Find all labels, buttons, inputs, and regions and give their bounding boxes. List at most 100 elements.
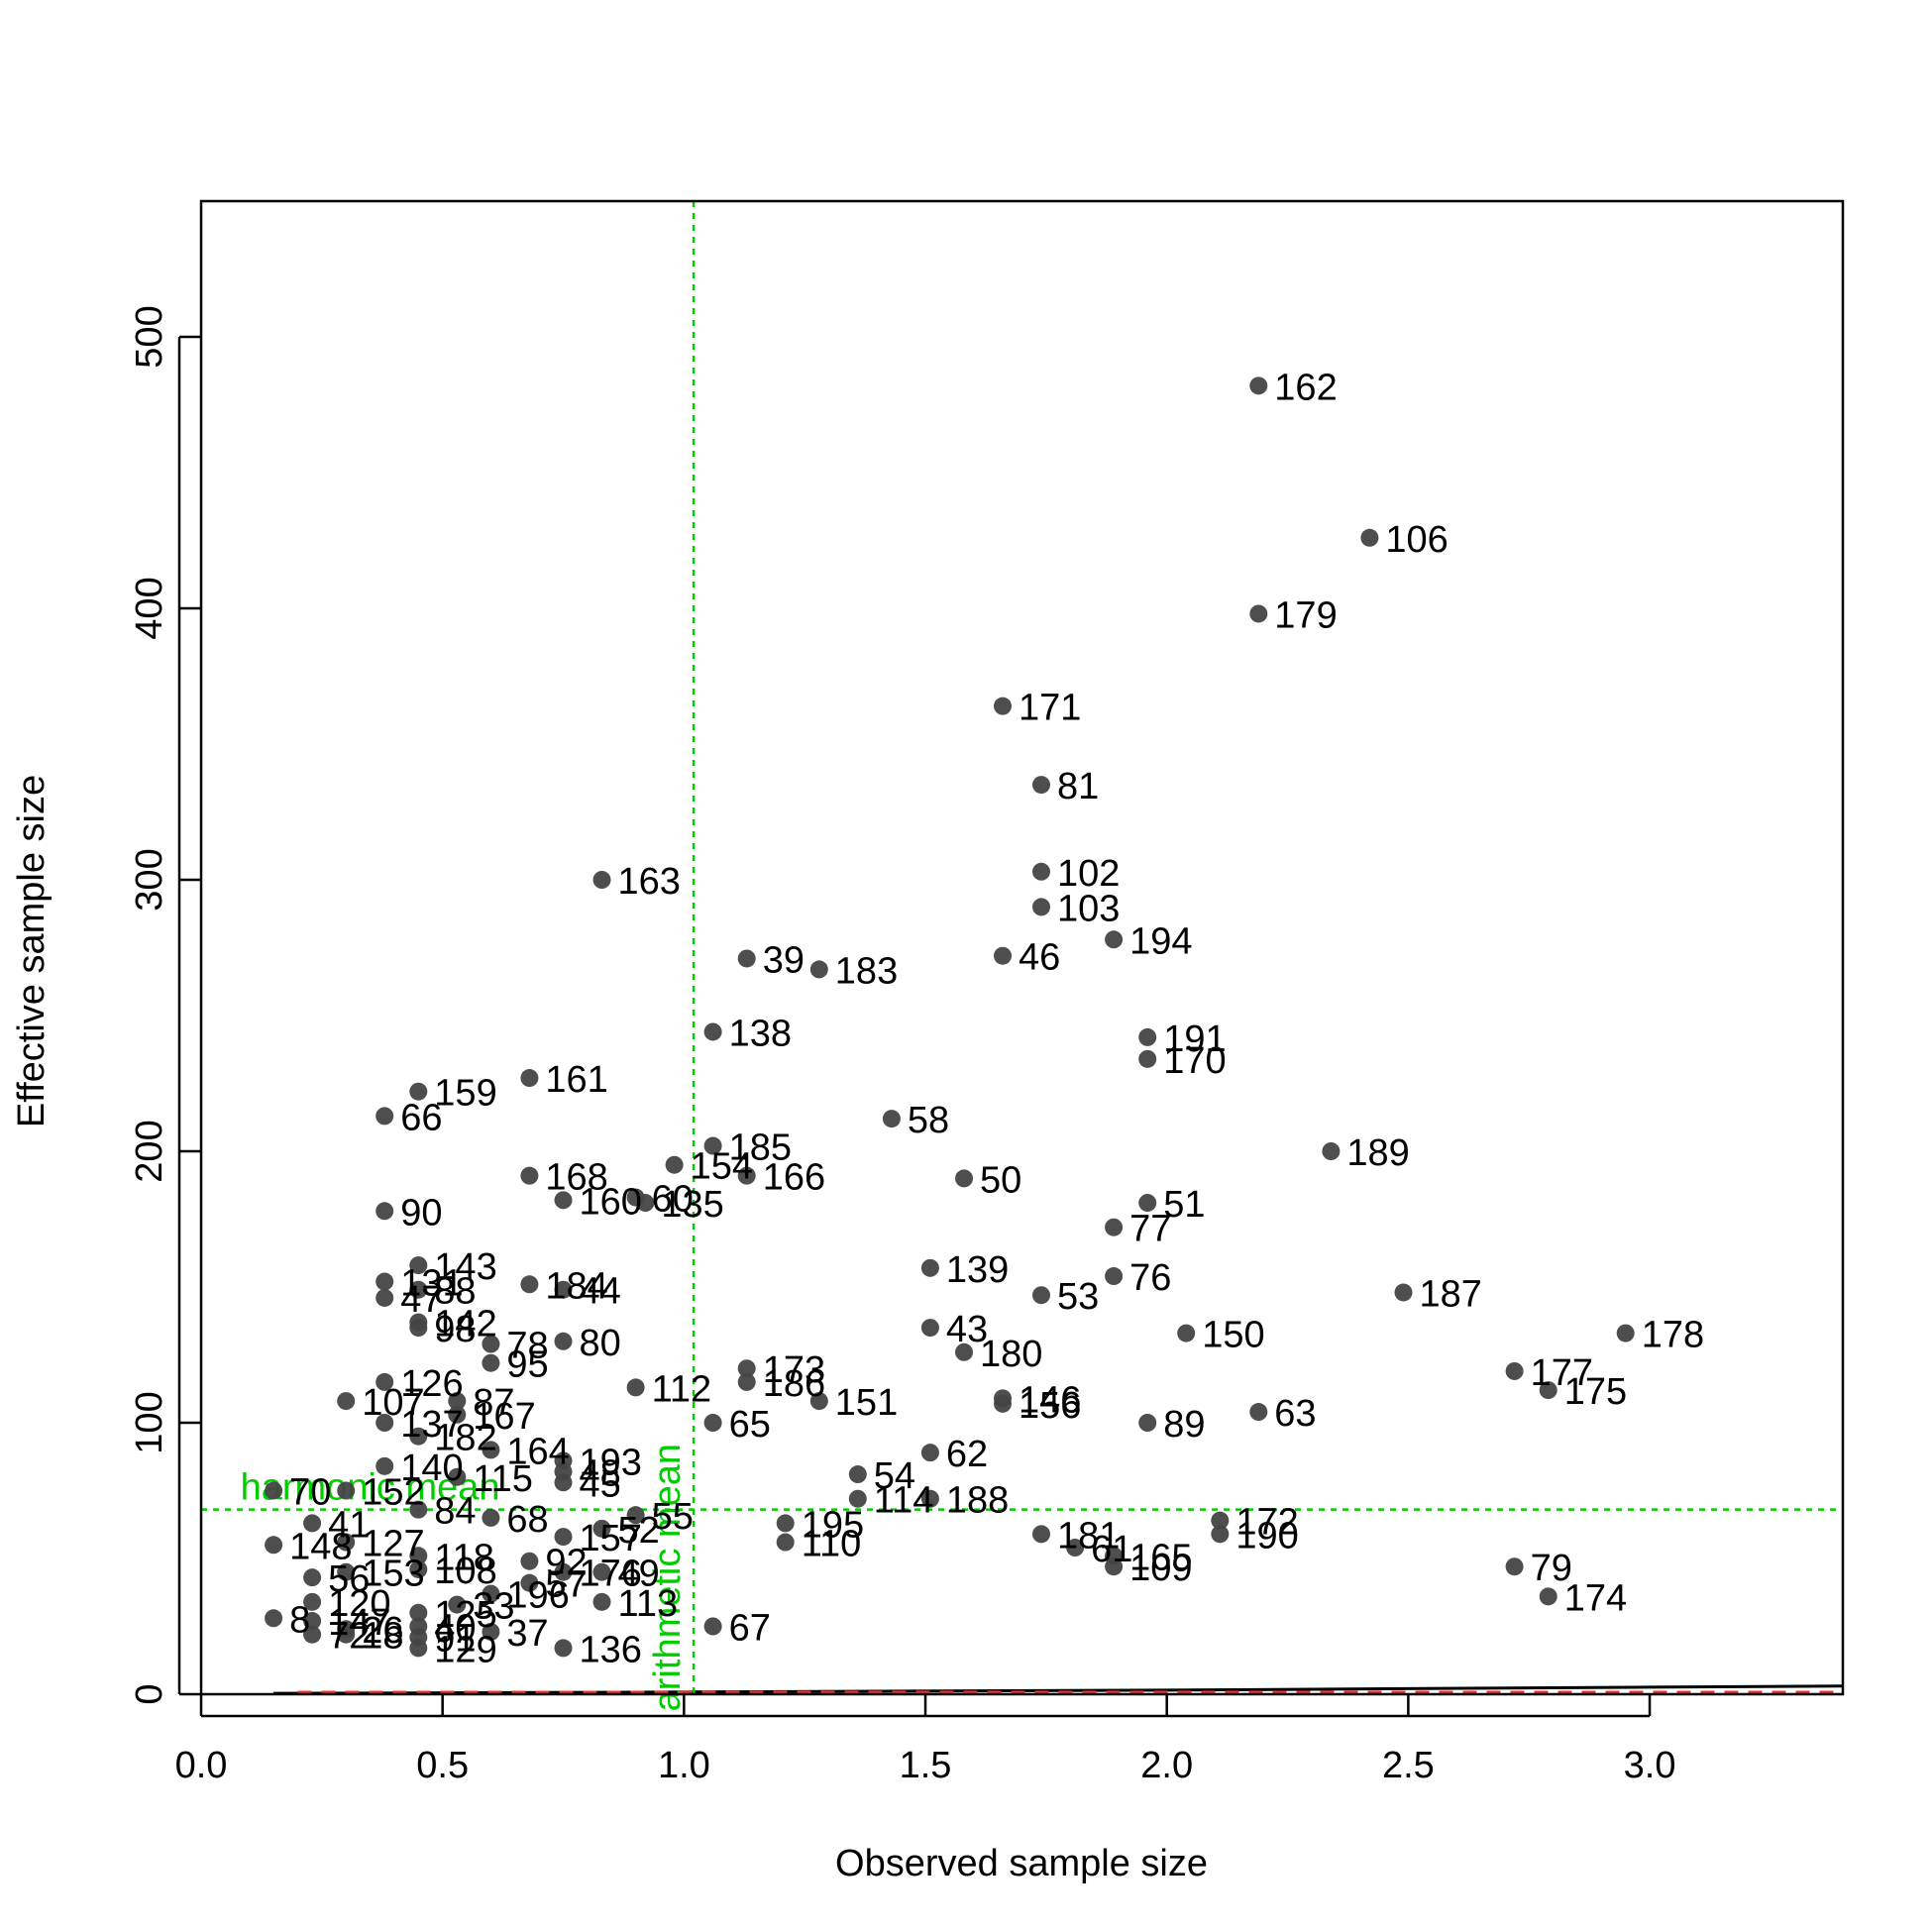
arithmetic-mean-label: arithmetic mean — [647, 1444, 689, 1711]
data-point — [337, 1533, 356, 1552]
data-point — [520, 1573, 539, 1592]
data-point — [448, 1392, 467, 1411]
data-point — [1616, 1324, 1635, 1342]
data-point — [1211, 1511, 1230, 1530]
data-point — [1505, 1557, 1524, 1576]
data-point — [409, 1639, 428, 1658]
point-label: 56 — [328, 1558, 370, 1600]
point-label: 68 — [506, 1499, 548, 1541]
data-point — [636, 1194, 655, 1213]
data-point — [703, 1022, 722, 1041]
data-point — [482, 1584, 500, 1603]
point-label: 58 — [908, 1100, 949, 1141]
point-label: 43 — [946, 1309, 988, 1350]
data-point — [848, 1489, 867, 1508]
point-label: 61 — [1091, 1529, 1132, 1570]
data-point — [482, 1441, 500, 1459]
data-point — [520, 1275, 539, 1294]
point-label: 70 — [289, 1472, 331, 1514]
data-point — [1031, 776, 1050, 795]
point-label: 166 — [763, 1157, 825, 1199]
point-label: 53 — [1057, 1276, 1099, 1318]
data-point — [1360, 528, 1379, 547]
point-label: 62 — [946, 1434, 988, 1475]
point-label: 186 — [763, 1363, 825, 1405]
data-point — [848, 1465, 867, 1484]
data-point — [1138, 1049, 1157, 1068]
data-point — [1539, 1381, 1557, 1400]
data-point — [920, 1489, 939, 1508]
point-label: 165 — [1129, 1537, 1192, 1578]
point-label: 154 — [691, 1146, 753, 1188]
data-point — [776, 1533, 795, 1552]
data-point — [376, 1288, 394, 1307]
data-point — [303, 1568, 322, 1587]
data-point — [809, 1392, 828, 1411]
point-label: 131 — [400, 1263, 463, 1305]
data-point — [1138, 1414, 1157, 1432]
point-label: 177 — [1531, 1352, 1593, 1394]
point-label: 81 — [1057, 766, 1099, 807]
data-point — [482, 1335, 500, 1353]
data-point — [1138, 1194, 1157, 1213]
y-tick-label: 200 — [129, 1120, 170, 1182]
data-point — [703, 1617, 722, 1636]
point-label: 142 — [434, 1304, 496, 1345]
point-label: 184 — [545, 1265, 607, 1307]
point-label: 173 — [763, 1349, 825, 1391]
data-point — [1505, 1361, 1524, 1380]
point-label: 114 — [874, 1480, 934, 1522]
plot-area — [273, 1684, 1844, 1695]
data-point — [337, 1392, 356, 1411]
point-label: 181 — [1057, 1515, 1120, 1556]
point-label: 66 — [400, 1097, 442, 1138]
point-label: 176 — [580, 1554, 642, 1595]
point-label: 179 — [1274, 594, 1337, 636]
data-point — [1105, 1267, 1124, 1286]
data-point — [482, 1508, 500, 1527]
point-label: 47 — [400, 1279, 442, 1321]
point-label: 98 — [434, 1309, 476, 1350]
y-axis-title: Effective sample size — [11, 775, 53, 1127]
x-tick-label: 0.0 — [175, 1745, 228, 1786]
data-point — [776, 1514, 795, 1533]
data-point — [376, 1414, 394, 1432]
data-point — [303, 1514, 322, 1533]
data-point — [409, 1256, 428, 1275]
data-point — [409, 1559, 428, 1578]
data-point — [737, 1166, 756, 1185]
data-point — [1249, 376, 1268, 395]
y-tick-label: 0 — [129, 1683, 170, 1704]
point-label: 106 — [1385, 519, 1448, 561]
data-point — [1031, 898, 1050, 916]
data-point — [1031, 1525, 1050, 1544]
data-point — [703, 1414, 722, 1432]
data-point — [1105, 1218, 1124, 1236]
point-label: 72 — [328, 1616, 370, 1658]
data-point — [520, 1552, 539, 1570]
point-label: 139 — [946, 1249, 1009, 1291]
point-label: 190 — [1235, 1515, 1298, 1556]
data-point — [1394, 1283, 1413, 1302]
point-label: 156 — [1019, 1385, 1081, 1427]
data-point — [303, 1592, 322, 1611]
data-point — [448, 1467, 467, 1486]
data-point — [592, 1562, 611, 1581]
data-point — [337, 1481, 356, 1500]
point-label: 41 — [328, 1504, 370, 1546]
point-label: 87 — [473, 1382, 514, 1424]
data-point — [1249, 1403, 1268, 1422]
data-point — [409, 1319, 428, 1338]
data-point — [1105, 1557, 1124, 1576]
data-point — [482, 1353, 500, 1372]
point-label: 127 — [362, 1524, 424, 1565]
point-label: 39 — [763, 939, 805, 981]
data-point — [482, 1622, 500, 1641]
point-label: 63 — [1274, 1393, 1316, 1435]
point-label: 60 — [652, 1179, 694, 1221]
point-label: 112 — [652, 1368, 712, 1410]
point-label: 118 — [434, 1537, 494, 1578]
data-point — [376, 1272, 394, 1291]
point-label: 195 — [802, 1504, 864, 1546]
point-label: 126 — [400, 1363, 463, 1405]
